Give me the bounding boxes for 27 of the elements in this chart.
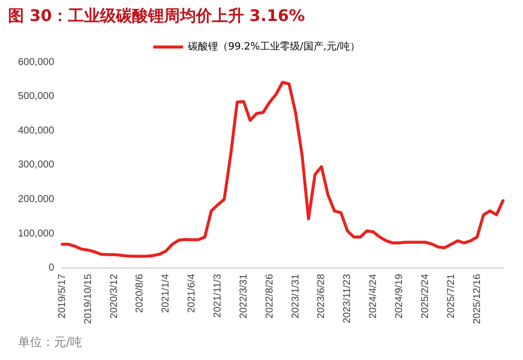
x-tick-label: 2019/5/17 — [56, 274, 68, 318]
legend-label: 碳酸锂（99.2%工业零级/国产,元/吨） — [187, 40, 360, 53]
x-tick-label: 2021/1/4 — [160, 274, 172, 313]
x-tick-label: 2024/4/24 — [368, 274, 380, 318]
y-tick-label: 100,000 — [18, 228, 55, 240]
x-tick-label: 2021/11/3 — [212, 274, 224, 318]
chart-title: 图 30：工业级碳酸锂周均价上升 3.16% — [8, 6, 305, 27]
x-tick-label: 2023/6/28 — [316, 274, 328, 318]
y-tick-label: 400,000 — [18, 125, 55, 136]
x-tick-label: 2025/2/24 — [420, 274, 431, 318]
x-tick-label: 2020/3/12 — [108, 274, 120, 318]
y-tick-label: 600,000 — [18, 56, 55, 68]
y-tick-label: 200,000 — [18, 194, 55, 206]
x-tick-label: 2025/7/21 — [446, 274, 457, 318]
x-tick-label: 2022/8/26 — [264, 274, 276, 318]
x-tick-label: 2024/9/19 — [394, 274, 406, 318]
y-tick-label: 0 — [48, 262, 55, 274]
x-tick-label: 2023/1/31 — [290, 274, 302, 318]
x-tick-label: 2025/12/16 — [472, 274, 483, 324]
x-tick-label: 2023/11/23 — [342, 274, 354, 324]
x-tick-label: 2019/10/15 — [82, 274, 94, 324]
x-tick-label: 2020/8/6 — [134, 274, 146, 313]
x-tick-label: 2022/3/31 — [238, 274, 250, 318]
x-tick-label: 2021/6/4 — [186, 274, 198, 313]
y-tick-label: 500,000 — [18, 91, 55, 102]
y-tick-label: 300,000 — [18, 160, 55, 171]
text: 单位：元/吨 — [18, 334, 82, 351]
